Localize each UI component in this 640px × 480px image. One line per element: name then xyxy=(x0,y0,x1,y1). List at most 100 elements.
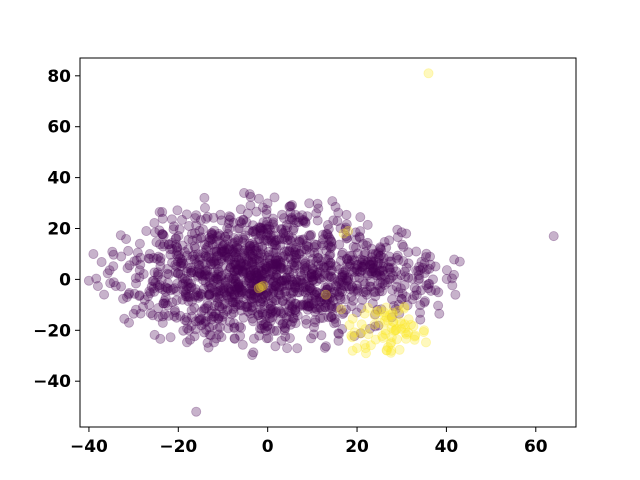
data-point-minority xyxy=(380,325,391,336)
data-point-main xyxy=(165,249,176,260)
data-point-dense xyxy=(340,265,351,276)
data-point-main xyxy=(268,269,279,280)
data-point-main xyxy=(223,283,234,294)
data-point-main xyxy=(274,289,285,300)
data-point-main xyxy=(291,277,302,288)
y-tick-label: −40 xyxy=(33,372,71,392)
data-point-main xyxy=(230,259,241,270)
data-point-main xyxy=(264,269,275,280)
data-point-main xyxy=(260,235,271,246)
data-point-tail xyxy=(425,285,436,296)
data-point-main xyxy=(253,242,264,253)
data-point-main xyxy=(259,268,270,279)
data-point-main xyxy=(252,272,263,283)
data-point-main xyxy=(175,258,186,269)
data-point-main xyxy=(209,246,220,257)
data-point-main xyxy=(362,256,373,267)
data-point-main xyxy=(332,276,343,287)
data-point-main xyxy=(152,280,163,291)
data-point-main xyxy=(285,274,296,285)
data-point-tail xyxy=(434,308,445,319)
data-point-minority xyxy=(420,337,431,348)
data-point-dense xyxy=(372,279,383,290)
data-point-main xyxy=(248,278,259,289)
data-point-main xyxy=(295,266,306,277)
data-point-main xyxy=(190,324,201,335)
data-point-main xyxy=(134,290,145,301)
data-point-main xyxy=(185,334,196,345)
data-point-main xyxy=(210,308,221,319)
data-point-main xyxy=(257,284,268,295)
data-point-main xyxy=(258,234,269,245)
data-point-main xyxy=(236,287,247,298)
data-point-main xyxy=(349,255,360,266)
data-point-main xyxy=(257,244,268,255)
data-point-main xyxy=(288,223,299,234)
data-point-main xyxy=(278,318,289,329)
data-point-main xyxy=(225,254,236,265)
data-point-main xyxy=(155,261,166,272)
data-point-main xyxy=(214,279,225,290)
data-point-main xyxy=(183,296,194,307)
data-point-main xyxy=(244,275,255,286)
data-point-main xyxy=(330,201,341,212)
data-point-main xyxy=(216,246,227,257)
data-point-main xyxy=(275,276,286,287)
data-point-dense xyxy=(359,250,370,261)
data-point-main xyxy=(261,220,272,231)
data-point-main xyxy=(230,274,241,285)
data-point-main xyxy=(330,280,341,291)
data-point-main xyxy=(212,269,223,280)
data-point-main xyxy=(300,217,311,228)
data-point-main xyxy=(288,286,299,297)
data-point-main xyxy=(189,228,200,239)
data-point-main xyxy=(135,308,146,319)
data-point-outlier xyxy=(410,330,421,341)
data-point-main xyxy=(220,232,231,243)
data-point-main xyxy=(312,198,323,209)
data-point-main xyxy=(297,300,308,311)
data-point-tail xyxy=(416,285,427,296)
data-point-main xyxy=(341,253,352,264)
data-point-main xyxy=(269,237,280,248)
data-point-main xyxy=(247,301,258,312)
data-point-main xyxy=(229,289,240,300)
data-point-main xyxy=(289,260,300,271)
data-point-main xyxy=(255,304,266,315)
data-point-main xyxy=(194,313,205,324)
data-point-main xyxy=(238,293,249,304)
data-point-main xyxy=(166,214,177,225)
data-point-main xyxy=(285,207,296,218)
data-point-main xyxy=(269,192,280,203)
data-point-dense xyxy=(345,284,356,295)
data-point-main xyxy=(181,209,192,220)
data-point-main xyxy=(235,258,246,269)
data-point-dense xyxy=(356,262,367,273)
data-point-main xyxy=(300,257,311,268)
data-point-dense xyxy=(378,261,389,272)
data-point-main xyxy=(202,337,213,348)
data-point-main xyxy=(216,246,227,257)
data-point-main xyxy=(340,224,351,235)
data-point-main xyxy=(324,250,335,261)
data-point-main xyxy=(214,301,225,312)
data-point-main xyxy=(302,273,313,284)
data-point-dense xyxy=(397,288,408,299)
data-point-main xyxy=(183,244,194,255)
data-point-tail xyxy=(414,261,425,272)
data-point-main xyxy=(258,217,269,228)
data-point-main xyxy=(167,257,178,268)
data-point-main xyxy=(271,269,282,280)
data-point-minority xyxy=(396,323,407,334)
data-point-main xyxy=(175,310,186,321)
data-point-minority xyxy=(369,319,380,330)
data-point-main xyxy=(232,263,243,274)
data-point-main xyxy=(243,255,254,266)
data-point-main xyxy=(311,239,322,250)
data-point-main xyxy=(213,228,224,239)
data-point-main xyxy=(303,301,314,312)
data-point-main xyxy=(160,282,171,293)
data-point-main xyxy=(325,282,336,293)
data-point-minority xyxy=(359,308,370,319)
data-point-main xyxy=(152,271,163,282)
